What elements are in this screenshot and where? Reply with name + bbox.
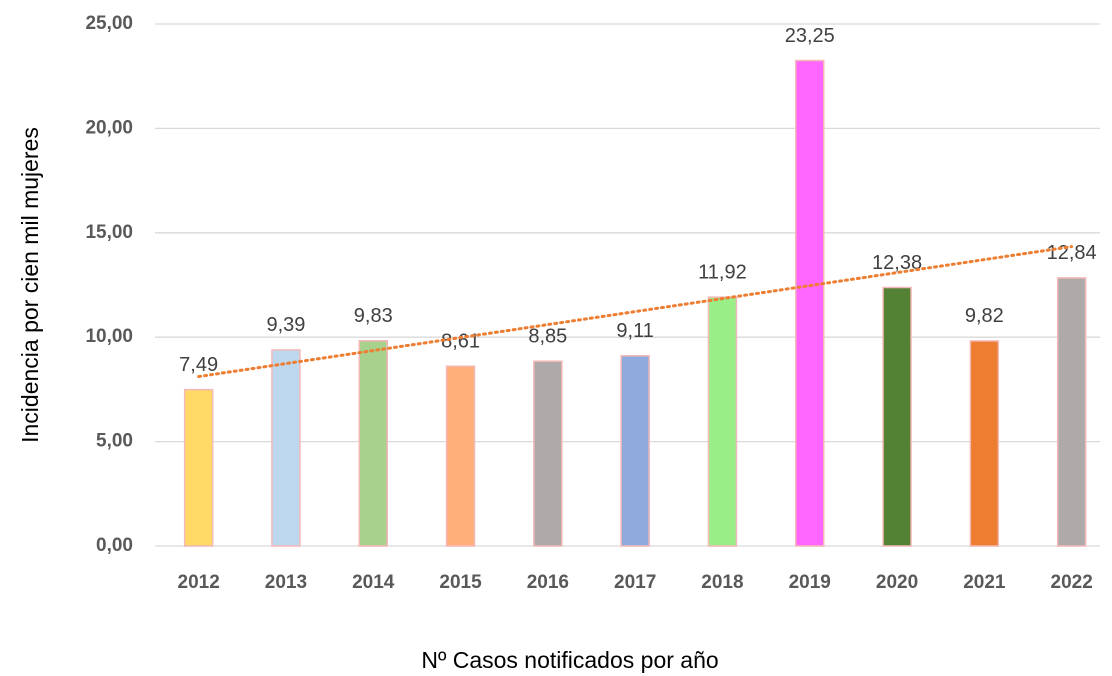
y-tick-label: 20,00: [85, 117, 133, 138]
x-tick-label: 2013: [265, 572, 307, 593]
y-tick-label: 25,00: [85, 13, 133, 34]
bar: [795, 59, 825, 547]
bar: [358, 339, 388, 547]
bar: [533, 360, 563, 547]
value-label: 9,11: [616, 320, 653, 342]
value-label: 23,25: [785, 25, 835, 47]
y-tick-label: 0,00: [96, 535, 133, 556]
x-tick-label: 2017: [614, 572, 656, 593]
x-tick-label: 2020: [876, 572, 918, 593]
bar: [969, 340, 1000, 547]
value-label: 9,83: [354, 305, 393, 327]
value-label: 12,38: [872, 252, 922, 274]
y-tick-label: 10,00: [85, 326, 133, 347]
x-tick-label: 2019: [789, 572, 831, 593]
x-tick-label: 2014: [352, 572, 395, 593]
y-tick-label: 15,00: [85, 222, 133, 243]
x-tick-label: 2015: [439, 572, 482, 593]
value-label: 8,61: [441, 331, 480, 353]
value-label: 9,82: [965, 305, 1004, 327]
bar: [1056, 277, 1087, 547]
bar: [882, 286, 912, 547]
trendline: [197, 245, 1074, 379]
value-label: 8,85: [528, 325, 567, 347]
y-tick-label: 5,00: [96, 431, 133, 452]
x-tick-label: 2018: [701, 572, 743, 593]
value-label: 7,49: [179, 354, 218, 376]
value-label: 11,92: [698, 261, 747, 283]
x-tick-label: 2012: [178, 572, 220, 593]
bar: [271, 349, 301, 547]
x-tick-label: 2016: [527, 572, 569, 593]
x-tick-label: 2022: [1051, 572, 1093, 593]
value-label: 9,39: [266, 314, 305, 336]
y-axis-title: Incidencia por cien mil mujeres: [17, 127, 43, 443]
x-axis-title: Nº Casos notificados por año: [421, 647, 718, 673]
bar: [620, 355, 650, 547]
x-tick-label: 2021: [963, 572, 1006, 593]
bar: [183, 388, 214, 547]
bar: [707, 296, 738, 547]
bar: [445, 365, 476, 547]
